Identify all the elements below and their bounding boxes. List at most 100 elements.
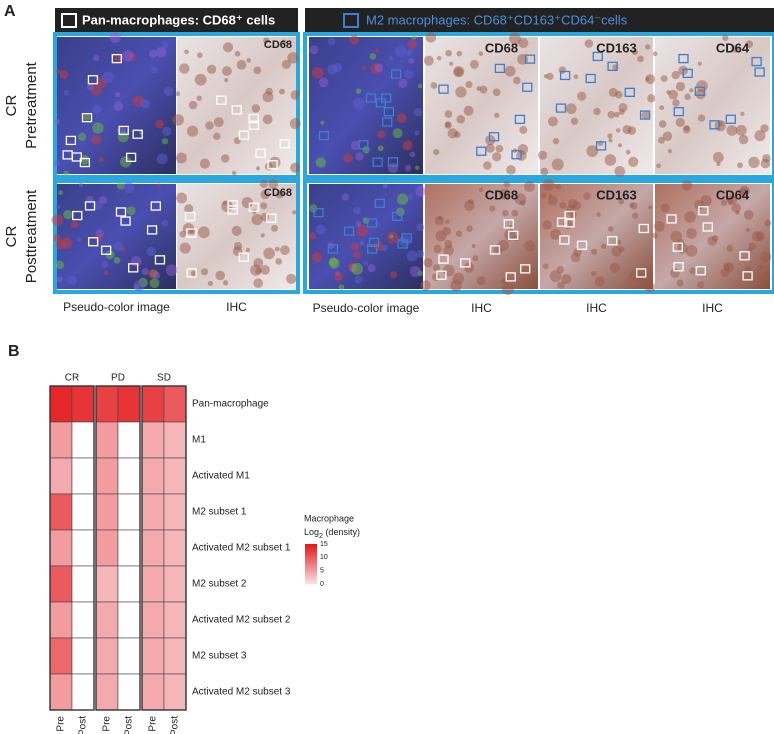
cell	[262, 114, 273, 125]
cell-box	[725, 114, 736, 124]
legend-subtitle-part: (density)	[323, 527, 360, 537]
cell	[618, 103, 628, 112]
row-group-label: CR	[3, 226, 20, 248]
cell	[260, 265, 270, 275]
group-frame	[49, 385, 95, 711]
cell-box	[227, 205, 238, 215]
colorbar-step	[305, 568, 317, 571]
cell	[561, 273, 572, 285]
cell	[350, 242, 360, 251]
cell	[403, 69, 414, 79]
cell	[63, 209, 73, 220]
row-label: Activated M2 subset 1	[192, 543, 291, 554]
cell	[113, 101, 124, 111]
row-label: Posttreatment	[23, 189, 40, 283]
cell-box	[154, 255, 166, 265]
heat-cell	[141, 565, 165, 603]
cell-box	[248, 113, 259, 124]
cell	[583, 192, 591, 200]
cell	[504, 65, 516, 77]
cell	[241, 197, 253, 209]
cell	[99, 157, 104, 162]
cell	[334, 272, 344, 282]
cell	[485, 143, 495, 153]
heat-cell	[141, 457, 165, 495]
cell	[102, 71, 114, 84]
cell-box	[607, 236, 618, 246]
cell	[689, 267, 697, 275]
cell	[207, 280, 214, 287]
header-bar	[55, 8, 298, 34]
cell	[712, 152, 724, 163]
heat-cell	[117, 529, 141, 567]
cell	[101, 261, 109, 269]
cell	[628, 156, 639, 167]
heat-cell	[95, 493, 119, 531]
heat-cell	[141, 601, 165, 639]
cell	[55, 204, 61, 209]
cell-box	[358, 140, 369, 150]
cell	[469, 59, 479, 69]
colorbar-step	[305, 572, 317, 575]
cell-box	[514, 114, 526, 125]
cell-box	[607, 61, 618, 71]
caption: Pseudo-color image	[313, 301, 420, 315]
cell	[215, 270, 225, 281]
cell	[420, 280, 431, 291]
cell-box	[460, 258, 471, 268]
cell	[743, 209, 754, 220]
colorbar-step	[305, 564, 317, 567]
cell	[206, 64, 217, 74]
cell	[251, 104, 261, 113]
cell	[315, 157, 327, 168]
legend-subtitle-part: Log	[304, 527, 319, 537]
cell	[82, 154, 89, 161]
cell	[407, 194, 414, 201]
cell	[492, 152, 502, 162]
row-label: Activated M2 subset 3	[192, 687, 291, 698]
cell-box	[231, 105, 242, 115]
cell	[141, 268, 149, 276]
cell-box	[401, 233, 412, 243]
cell	[329, 258, 340, 269]
cell	[196, 95, 202, 101]
cell	[614, 90, 623, 99]
cell	[255, 166, 261, 171]
heat-cell	[117, 565, 141, 603]
cell	[472, 255, 479, 262]
heat-cell	[71, 385, 95, 423]
heat-cell	[163, 457, 187, 495]
heat-cell	[163, 385, 187, 423]
cell	[197, 226, 210, 239]
cell	[199, 158, 210, 169]
cell	[445, 219, 450, 224]
cell	[546, 72, 554, 81]
cell	[503, 180, 511, 188]
colorbar-step	[305, 552, 317, 555]
cell	[622, 125, 632, 135]
colorbar-step	[305, 560, 317, 563]
cell	[552, 137, 560, 145]
cell-box	[742, 271, 753, 281]
cell	[175, 152, 187, 164]
cell	[355, 88, 362, 94]
heat-cell	[71, 529, 95, 567]
cell	[280, 245, 290, 255]
cell	[155, 119, 165, 129]
cell	[51, 214, 64, 226]
heat-cell	[95, 673, 119, 711]
cell	[83, 113, 91, 121]
cell	[311, 251, 323, 263]
heat-cell	[49, 385, 73, 423]
cell	[630, 202, 638, 210]
cell	[150, 66, 158, 74]
cell	[659, 105, 665, 111]
cell	[397, 78, 408, 89]
cell	[547, 116, 558, 127]
cell	[231, 170, 237, 176]
cell-box	[101, 245, 112, 255]
cell-box	[595, 141, 607, 151]
row-label: Pretreatment	[23, 61, 40, 149]
column-label: Post	[170, 716, 181, 734]
caption: IHC	[471, 301, 492, 315]
